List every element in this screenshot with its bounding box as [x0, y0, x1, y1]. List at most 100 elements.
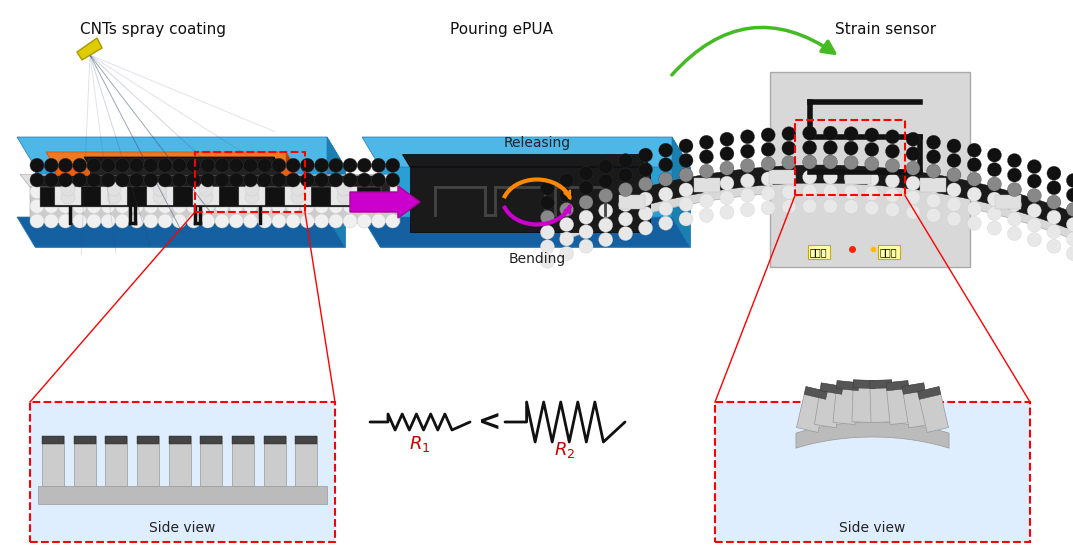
Circle shape: [130, 158, 144, 172]
Circle shape: [638, 221, 652, 235]
Circle shape: [740, 203, 754, 217]
Circle shape: [101, 184, 115, 199]
Circle shape: [560, 202, 574, 217]
Polygon shape: [90, 167, 280, 175]
Circle shape: [130, 214, 144, 228]
Circle shape: [679, 168, 693, 182]
Circle shape: [1067, 188, 1073, 202]
Circle shape: [906, 190, 920, 205]
Circle shape: [271, 184, 285, 199]
Circle shape: [803, 199, 817, 213]
Circle shape: [386, 173, 400, 187]
Circle shape: [61, 182, 75, 196]
Circle shape: [541, 196, 555, 210]
Circle shape: [199, 190, 214, 204]
Text: Bending: Bending: [509, 252, 565, 266]
Circle shape: [618, 227, 633, 241]
Circle shape: [599, 218, 613, 232]
Polygon shape: [820, 383, 843, 394]
Circle shape: [927, 135, 941, 149]
Polygon shape: [77, 38, 102, 60]
Bar: [101, 187, 127, 205]
Polygon shape: [886, 380, 909, 390]
Circle shape: [158, 173, 172, 187]
Text: $R_1$: $R_1$: [409, 434, 430, 454]
Circle shape: [144, 199, 158, 213]
Circle shape: [947, 212, 961, 226]
Circle shape: [700, 150, 714, 164]
Bar: [264, 436, 285, 444]
Circle shape: [87, 199, 101, 213]
Circle shape: [286, 158, 300, 172]
Circle shape: [844, 185, 858, 199]
Circle shape: [541, 254, 555, 268]
Polygon shape: [362, 137, 690, 167]
Circle shape: [865, 187, 879, 201]
Circle shape: [271, 173, 285, 187]
Circle shape: [101, 214, 115, 228]
Polygon shape: [886, 380, 912, 424]
Circle shape: [73, 214, 87, 228]
Circle shape: [30, 158, 44, 172]
Circle shape: [116, 158, 130, 172]
Polygon shape: [274, 157, 280, 175]
Text: Strain sensor: Strain sensor: [835, 22, 936, 37]
Circle shape: [116, 173, 130, 187]
Circle shape: [30, 184, 44, 199]
Circle shape: [300, 184, 314, 199]
Circle shape: [201, 173, 215, 187]
Polygon shape: [84, 157, 280, 167]
Circle shape: [927, 208, 941, 222]
Circle shape: [1047, 210, 1061, 224]
Circle shape: [230, 199, 244, 213]
Circle shape: [337, 190, 351, 204]
Bar: [995, 194, 1020, 209]
Text: $R_2$: $R_2$: [555, 440, 575, 460]
Circle shape: [906, 205, 920, 219]
Circle shape: [73, 173, 87, 187]
Circle shape: [314, 199, 328, 213]
Circle shape: [343, 214, 357, 228]
Circle shape: [740, 159, 754, 173]
Circle shape: [1027, 174, 1041, 188]
Circle shape: [967, 172, 982, 186]
Circle shape: [987, 163, 1001, 177]
Circle shape: [73, 199, 87, 213]
Circle shape: [638, 177, 652, 191]
Circle shape: [987, 221, 1001, 235]
Bar: [295, 436, 318, 444]
Circle shape: [740, 144, 754, 158]
Circle shape: [1008, 183, 1021, 197]
Polygon shape: [17, 137, 346, 167]
Circle shape: [782, 170, 796, 185]
Polygon shape: [796, 422, 949, 448]
Circle shape: [244, 158, 258, 172]
Circle shape: [44, 214, 58, 228]
Polygon shape: [804, 387, 827, 399]
Circle shape: [44, 184, 58, 199]
Circle shape: [215, 199, 229, 213]
Circle shape: [823, 199, 837, 213]
Circle shape: [823, 126, 837, 140]
Polygon shape: [362, 217, 690, 247]
Circle shape: [1027, 233, 1041, 247]
Circle shape: [357, 173, 371, 187]
Circle shape: [1047, 166, 1061, 180]
Circle shape: [659, 172, 673, 186]
Bar: [105, 436, 128, 486]
Circle shape: [1067, 217, 1073, 232]
Circle shape: [314, 173, 328, 187]
Circle shape: [560, 246, 574, 261]
Circle shape: [187, 184, 201, 199]
Polygon shape: [46, 152, 295, 167]
Circle shape: [144, 184, 158, 199]
Circle shape: [906, 161, 920, 175]
Circle shape: [885, 144, 899, 158]
Circle shape: [947, 197, 961, 212]
Circle shape: [761, 143, 775, 157]
Circle shape: [244, 214, 258, 228]
Circle shape: [58, 199, 73, 213]
Circle shape: [153, 190, 167, 204]
Polygon shape: [917, 387, 941, 399]
Circle shape: [258, 173, 271, 187]
